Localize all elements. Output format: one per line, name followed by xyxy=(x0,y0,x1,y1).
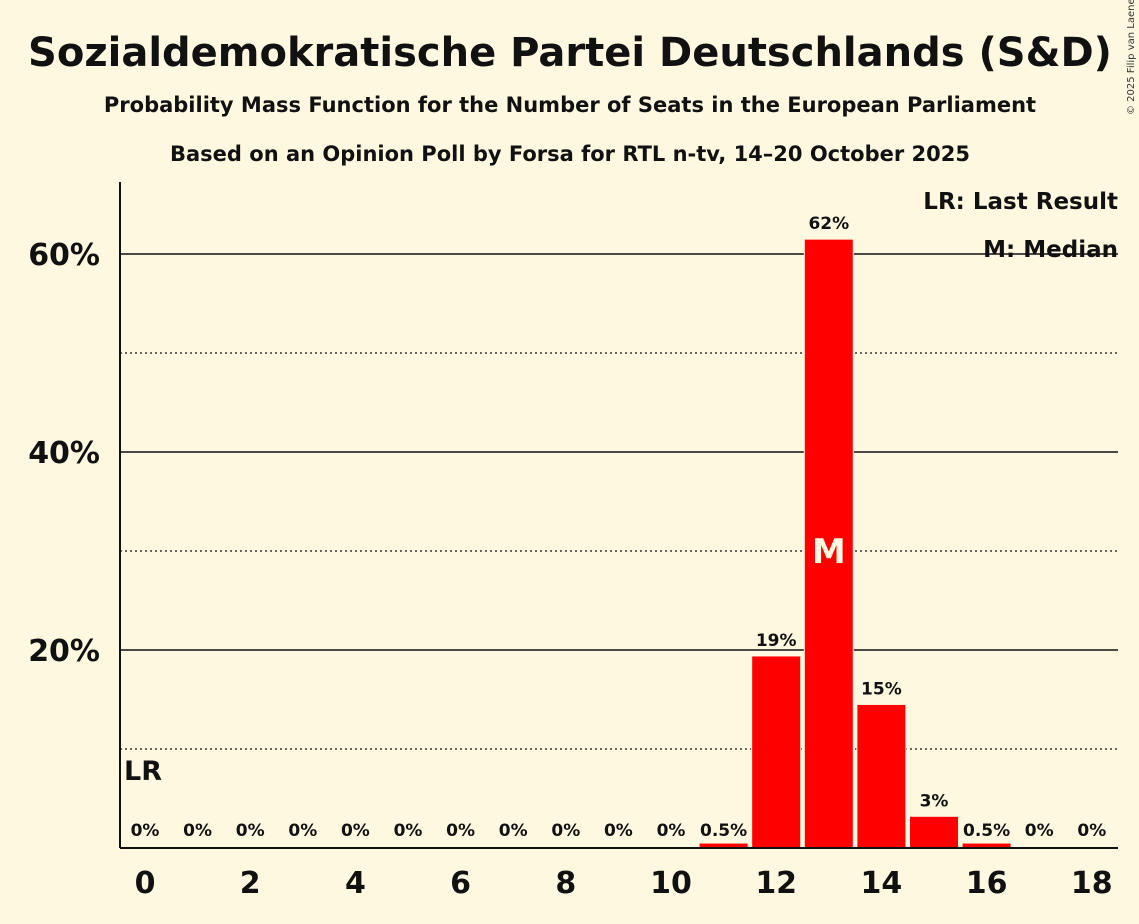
chart-title: Sozialdemokratische Partei Deutschlands … xyxy=(28,30,1112,76)
grid xyxy=(120,253,1118,750)
value-label: 0% xyxy=(657,821,686,841)
value-label: 0% xyxy=(288,821,317,841)
value-label: 0% xyxy=(236,821,265,841)
axes: 20% 40% 60% 0 2 4 6 8 10 12 14 16 18 xyxy=(28,182,1118,901)
x-tick-label: 6 xyxy=(450,866,471,901)
y-tick-label: 20% xyxy=(28,634,100,669)
median-marker: M xyxy=(812,532,846,572)
value-label: 19% xyxy=(756,631,797,651)
value-label: 0% xyxy=(499,821,528,841)
bar-seat-13 xyxy=(803,238,854,849)
value-label: 0% xyxy=(183,821,212,841)
value-label: 15% xyxy=(861,679,902,699)
bar-seat-14 xyxy=(856,703,907,849)
value-label: 0% xyxy=(341,821,370,841)
value-label: 0.5% xyxy=(700,821,747,841)
x-tick-label: 0 xyxy=(135,866,156,901)
chart-subtitle: Probability Mass Function for the Number… xyxy=(104,93,1036,117)
value-label: 0% xyxy=(1025,821,1054,841)
y-tick-label: 60% xyxy=(28,238,100,273)
x-tick-label: 4 xyxy=(345,866,366,901)
last-result-marker: LR xyxy=(124,756,162,787)
x-tick-label: 8 xyxy=(555,866,576,901)
x-tick-label: 14 xyxy=(861,866,903,901)
bar-seat-12 xyxy=(751,655,802,849)
x-tick-label: 16 xyxy=(966,866,1008,901)
value-label: 0% xyxy=(394,821,423,841)
value-label: 0.5% xyxy=(963,821,1010,841)
value-label: 0% xyxy=(446,821,475,841)
bar-seat-15 xyxy=(909,815,959,849)
value-label: 0% xyxy=(604,821,633,841)
value-label: 3% xyxy=(920,791,949,811)
legend-last-result: LR: Last Result xyxy=(923,189,1118,215)
x-tick-label: 18 xyxy=(1071,866,1113,901)
y-tick-label: 40% xyxy=(28,436,100,471)
bars xyxy=(698,238,1012,849)
chart-subtitle-2: Based on an Opinion Poll by Forsa for RT… xyxy=(170,142,970,166)
value-label: 0% xyxy=(551,821,580,841)
x-tick-label: 2 xyxy=(240,866,261,901)
value-label: 0% xyxy=(1077,821,1106,841)
copyright: © 2025 Filip van Laenen xyxy=(1126,0,1137,115)
value-label: 62% xyxy=(808,214,849,234)
value-label: 0% xyxy=(131,821,160,841)
x-tick-label: 10 xyxy=(650,866,692,901)
x-tick-label: 12 xyxy=(755,866,797,901)
legend-median: M: Median xyxy=(983,237,1118,263)
value-labels: 0% 0% 0% 0% 0% 0% 0% 0% 0% 0% 0% 0.5% 19% 62% 15% 3% 0.5… xyxy=(124,214,1106,841)
